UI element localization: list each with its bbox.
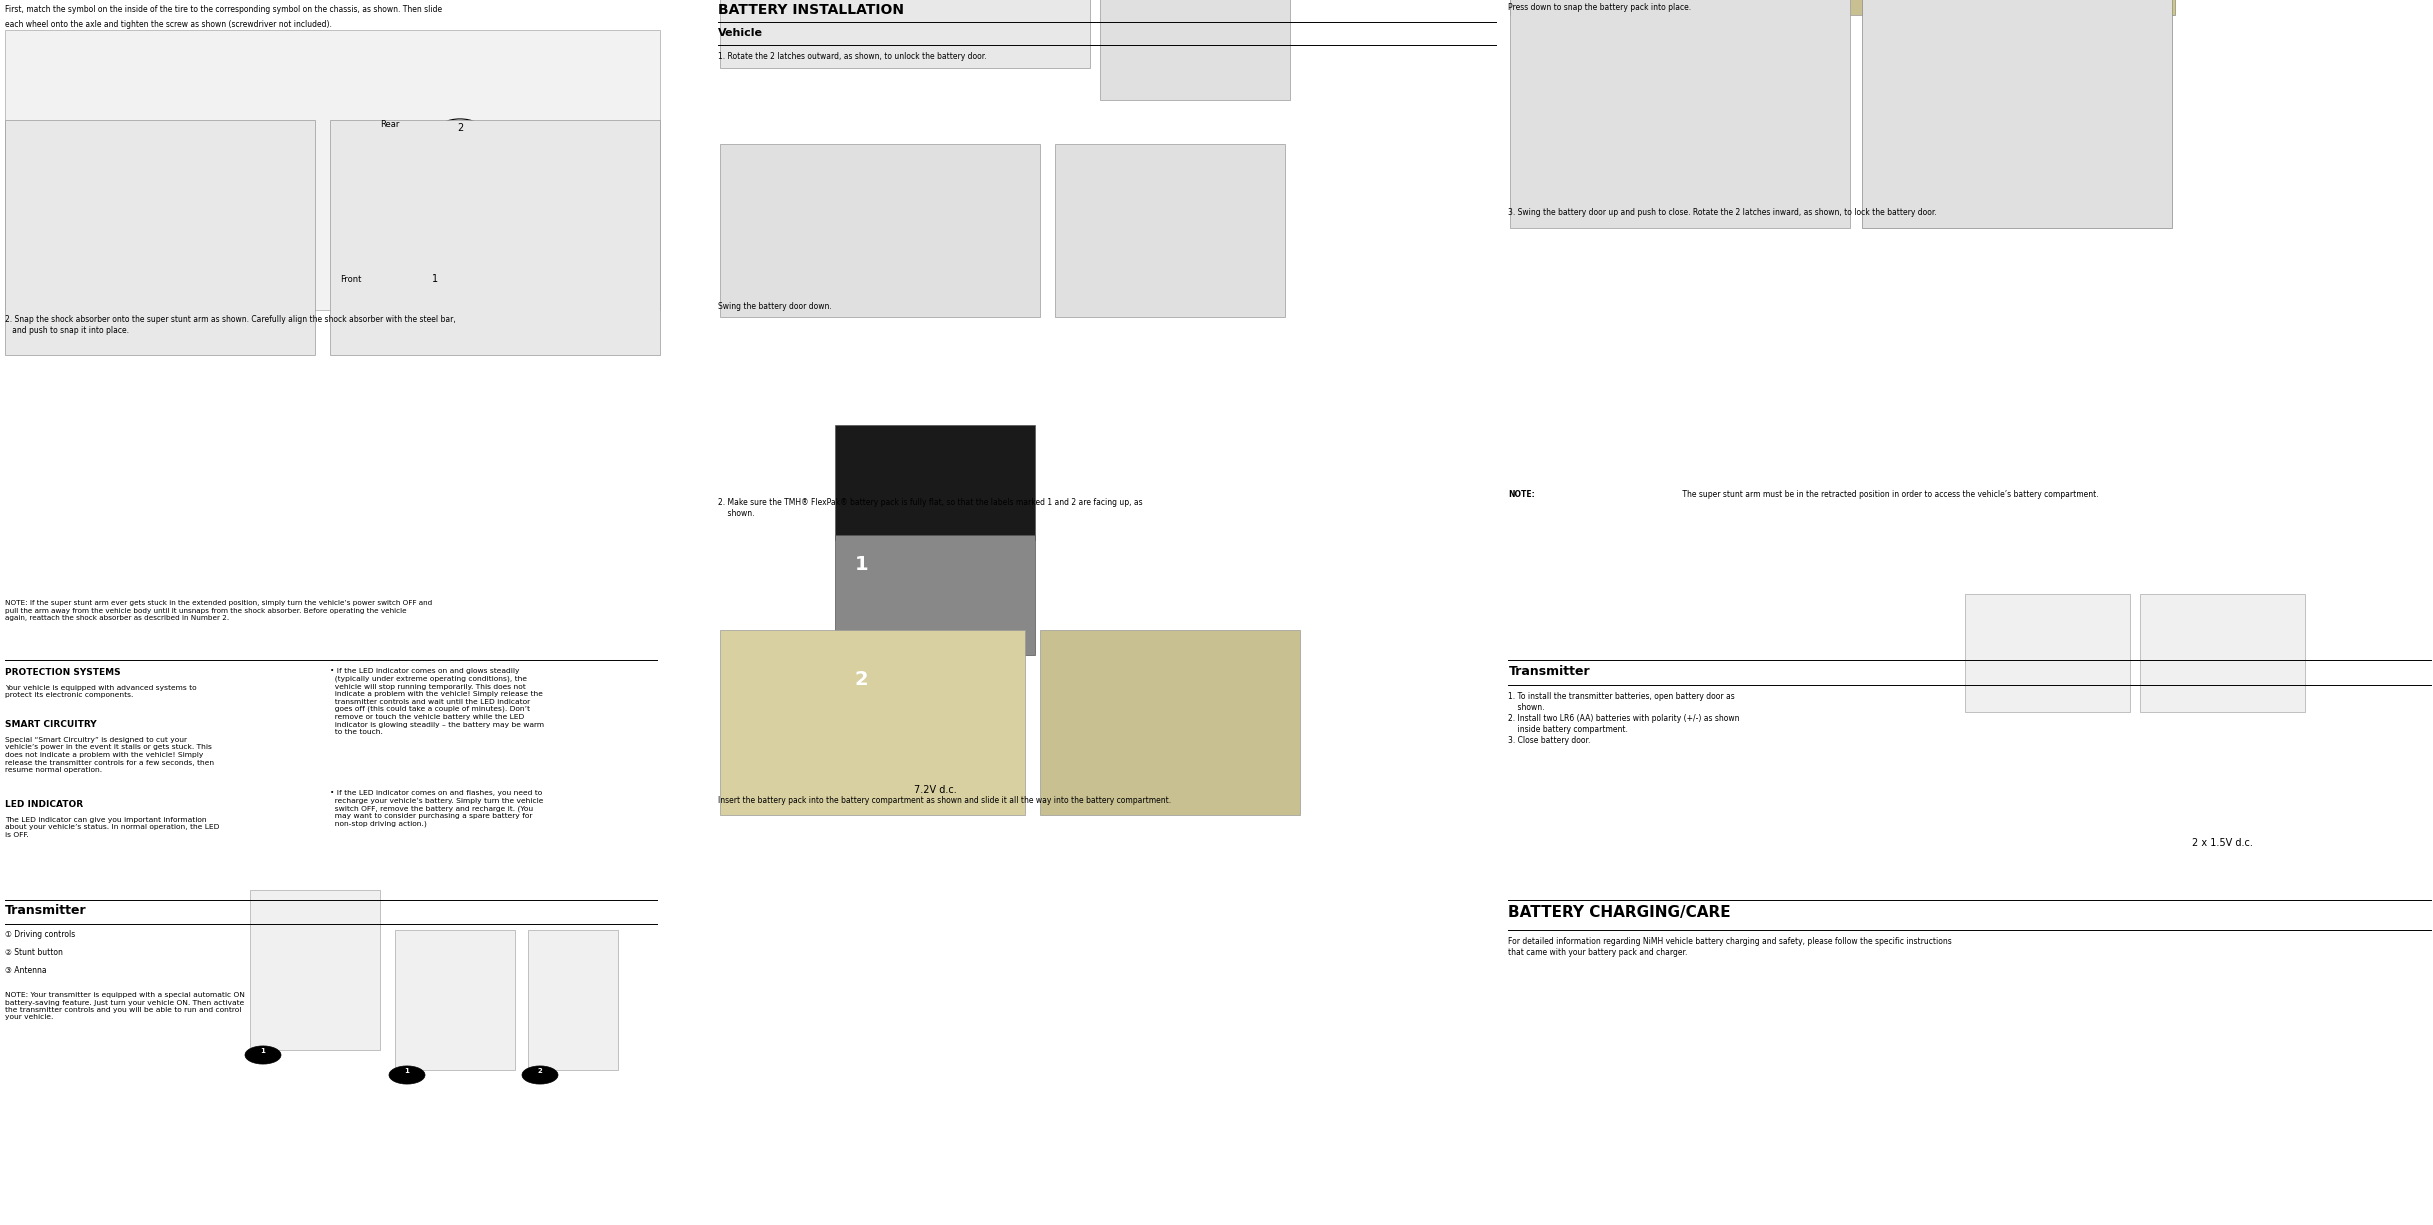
Bar <box>720 145 1039 317</box>
Text: Transmitter: Transmitter <box>1508 665 1591 677</box>
Bar <box>835 535 1034 655</box>
Text: 2 x 1.5V d.c.: 2 x 1.5V d.c. <box>2192 838 2253 848</box>
Circle shape <box>523 1066 557 1084</box>
Text: For detailed information regarding NiMH vehicle battery charging and safety, ple: For detailed information regarding NiMH … <box>1508 937 1951 957</box>
Text: Insert the battery pack into the battery compartment as shown and slide it all t: Insert the battery pack into the battery… <box>718 796 1170 805</box>
Text: Press down to snap the battery pack into place.: Press down to snap the battery pack into… <box>1508 2 1691 12</box>
Text: 2: 2 <box>457 122 462 132</box>
Text: 1. To install the transmitter batteries, open battery door as
    shown.
2. Inst: 1. To install the transmitter batteries,… <box>1508 692 1740 745</box>
Text: NOTE:: NOTE: <box>1508 490 1535 499</box>
Text: SMART CIRCUITRY: SMART CIRCUITRY <box>5 720 97 729</box>
Bar <box>720 0 1090 69</box>
Bar <box>1056 145 1285 317</box>
Bar <box>251 891 380 1050</box>
Text: LED INDICATOR: LED INDICATOR <box>5 800 83 809</box>
Bar <box>1876 0 2175 15</box>
Text: 1: 1 <box>260 1049 265 1055</box>
Circle shape <box>389 1066 426 1084</box>
Text: 1: 1 <box>854 555 869 575</box>
Bar <box>331 120 659 355</box>
Text: NOTE: Your transmitter is equipped with a special automatic ON
battery-saving fe: NOTE: Your transmitter is equipped with … <box>5 992 246 1020</box>
Text: Transmitter: Transmitter <box>5 904 88 918</box>
Bar <box>1511 0 1849 228</box>
Text: 2: 2 <box>538 1068 543 1074</box>
Text: The super stunt arm must be in the retracted position in order to access the veh: The super stunt arm must be in the retra… <box>1681 490 2100 499</box>
Text: ② Stunt button: ② Stunt button <box>5 948 63 957</box>
Text: 7.2V d.c.: 7.2V d.c. <box>915 785 956 795</box>
Text: 3. Swing the battery door up and push to close. Rotate the 2 latches inward, as : 3. Swing the battery door up and push to… <box>1508 208 1937 217</box>
Bar <box>5 29 659 310</box>
Bar <box>1966 594 2129 712</box>
Text: First, match the symbol on the inside of the tire to the corresponding symbol on: First, match the symbol on the inside of… <box>5 5 443 13</box>
Text: ③ Antenna: ③ Antenna <box>5 967 46 975</box>
Text: NOTE: If the super stunt arm ever gets stuck in the extended position, simply tu: NOTE: If the super stunt arm ever gets s… <box>5 600 433 621</box>
Text: 2. Snap the shock absorber onto the super stunt arm as shown. Carefully align th: 2. Snap the shock absorber onto the supe… <box>5 315 455 336</box>
Text: • If the LED indicator comes on and flashes, you need to
  recharge your vehicle: • If the LED indicator comes on and flas… <box>331 790 543 827</box>
Text: Special “Smart Circuitry” is designed to cut your
vehicle’s power in the event i: Special “Smart Circuitry” is designed to… <box>5 737 214 773</box>
Circle shape <box>246 1046 280 1065</box>
Text: BATTERY CHARGING/CARE: BATTERY CHARGING/CARE <box>1508 905 1732 920</box>
Text: Front: Front <box>341 274 363 284</box>
Text: each wheel onto the axle and tighten the screw as shown (screwdriver not include: each wheel onto the axle and tighten the… <box>5 20 331 29</box>
Text: • If the LED indicator comes on and glows steadily
  (typically under extreme op: • If the LED indicator comes on and glow… <box>331 668 545 735</box>
Text: 1. Rotate the 2 latches outward, as shown, to unlock the battery door.: 1. Rotate the 2 latches outward, as show… <box>718 51 985 61</box>
Text: 2: 2 <box>854 670 869 688</box>
Text: ① Driving controls: ① Driving controls <box>5 930 75 940</box>
Bar <box>2141 594 2304 712</box>
Circle shape <box>414 270 457 292</box>
Text: The LED indicator can give you important information
about your vehicle’s status: The LED indicator can give you important… <box>5 817 219 838</box>
Bar <box>1861 0 2173 228</box>
Text: 1: 1 <box>433 273 438 284</box>
Text: 1: 1 <box>404 1068 409 1074</box>
Bar <box>394 930 516 1069</box>
Text: Vehicle: Vehicle <box>718 28 762 38</box>
Bar <box>835 425 1034 540</box>
Text: 2. Make sure the TMH® FlexPak® battery pack is fully flat, so that the labels ma: 2. Make sure the TMH® FlexPak® battery p… <box>718 499 1144 518</box>
Text: BATTERY INSTALLATION: BATTERY INSTALLATION <box>718 2 903 17</box>
Bar <box>720 630 1024 815</box>
Circle shape <box>438 119 482 141</box>
Text: Your vehicle is equipped with advanced systems to
protect its electronic compone: Your vehicle is equipped with advanced s… <box>5 685 197 698</box>
Bar <box>528 930 618 1069</box>
Text: Swing the battery door down.: Swing the battery door down. <box>718 303 832 311</box>
Bar <box>1039 630 1299 815</box>
Text: Rear: Rear <box>380 120 399 129</box>
Bar <box>1100 0 1289 100</box>
Bar <box>5 120 314 355</box>
Bar <box>1511 0 1866 15</box>
Text: PROTECTION SYSTEMS: PROTECTION SYSTEMS <box>5 668 122 677</box>
